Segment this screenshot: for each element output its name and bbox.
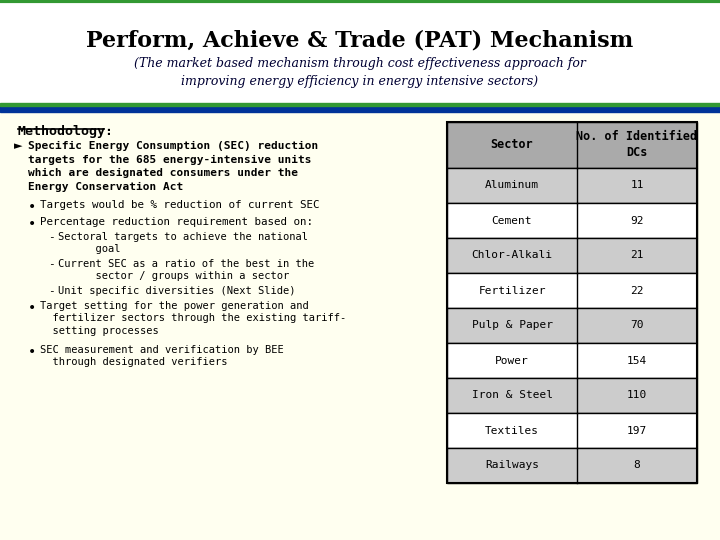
Bar — [0, 103, 720, 106]
Text: Specific Energy Consumption (SEC) reduction
targets for the 685 energy-intensive: Specific Energy Consumption (SEC) reduct… — [28, 141, 318, 192]
Text: Current SEC as a ratio of the best in the
      sector / groups within a sector: Current SEC as a ratio of the best in th… — [58, 259, 314, 281]
Bar — [0, 112, 720, 540]
Bar — [0, 0, 720, 110]
Text: 110: 110 — [627, 390, 647, 401]
Text: Perform, Achieve & Trade (PAT) Mechanism: Perform, Achieve & Trade (PAT) Mechanism — [86, 29, 634, 51]
Text: No. of Identified
DCs: No. of Identified DCs — [577, 131, 698, 159]
Text: 92: 92 — [630, 215, 644, 226]
Text: 154: 154 — [627, 355, 647, 366]
Bar — [447, 378, 697, 413]
Text: -: - — [48, 232, 55, 242]
Bar — [447, 122, 697, 483]
Bar — [447, 168, 697, 203]
Text: Sectoral targets to achieve the national
      goal: Sectoral targets to achieve the national… — [58, 232, 308, 254]
Bar — [447, 343, 697, 378]
Text: Pulp & Paper: Pulp & Paper — [472, 321, 552, 330]
Text: (The market based mechanism through cost effectiveness approach for
improving en: (The market based mechanism through cost… — [134, 57, 586, 87]
Text: ►: ► — [14, 141, 22, 151]
Text: :: : — [104, 125, 112, 138]
Text: -: - — [48, 286, 55, 296]
Bar — [447, 238, 697, 273]
Text: •: • — [28, 301, 36, 315]
Text: Railways: Railways — [485, 461, 539, 470]
Text: Sector: Sector — [490, 138, 534, 152]
Bar — [447, 413, 697, 448]
Text: Methodology: Methodology — [18, 125, 106, 138]
Text: Chlor-Alkali: Chlor-Alkali — [472, 251, 552, 260]
Text: -: - — [48, 259, 55, 269]
Text: 70: 70 — [630, 321, 644, 330]
Text: Aluminum: Aluminum — [485, 180, 539, 191]
Text: 197: 197 — [627, 426, 647, 435]
Text: Target setting for the power generation and
  fertilizer sectors through the exi: Target setting for the power generation … — [40, 301, 346, 336]
Text: •: • — [28, 345, 36, 359]
Text: Iron & Steel: Iron & Steel — [472, 390, 552, 401]
Bar — [447, 273, 697, 308]
Text: Percentage reduction requirement based on:: Percentage reduction requirement based o… — [40, 217, 313, 227]
Text: Targets would be % reduction of current SEC: Targets would be % reduction of current … — [40, 200, 320, 210]
Text: Fertilizer: Fertilizer — [478, 286, 546, 295]
Bar — [447, 308, 697, 343]
Text: Unit specific diversities (Next Slide): Unit specific diversities (Next Slide) — [58, 286, 295, 296]
Text: •: • — [28, 200, 36, 214]
Bar — [447, 448, 697, 483]
Text: Cement: Cement — [492, 215, 532, 226]
Bar — [447, 122, 697, 168]
Text: Power: Power — [495, 355, 529, 366]
Bar — [447, 203, 697, 238]
Text: 21: 21 — [630, 251, 644, 260]
Text: 11: 11 — [630, 180, 644, 191]
Text: 22: 22 — [630, 286, 644, 295]
Text: SEC measurement and verification by BEE
  through designated verifiers: SEC measurement and verification by BEE … — [40, 345, 284, 367]
Text: 8: 8 — [634, 461, 640, 470]
Text: •: • — [28, 217, 36, 231]
Text: Textiles: Textiles — [485, 426, 539, 435]
Bar — [0, 106, 720, 112]
